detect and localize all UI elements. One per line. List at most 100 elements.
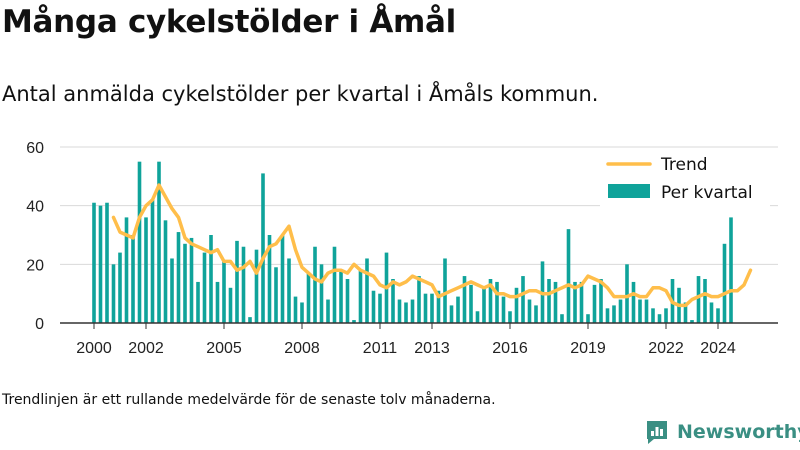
legend-label-bars: Per kvartal <box>661 183 753 203</box>
legend-swatch-bars <box>608 184 650 198</box>
bar <box>599 279 603 323</box>
bar <box>618 299 623 323</box>
bar <box>118 252 122 323</box>
x-tick-label: 2000 <box>76 340 112 357</box>
bar <box>696 276 701 323</box>
bar <box>664 308 668 323</box>
x-tick-label: 2008 <box>284 340 320 357</box>
bar <box>111 264 116 323</box>
y-axis: 0 20 40 60 <box>26 140 44 333</box>
bar <box>443 258 447 323</box>
chart: 0 20 40 60 2000 2002 2005 2008 2011 2013 2016 2019… <box>26 140 778 357</box>
bar <box>176 232 181 323</box>
bar <box>657 314 662 323</box>
bar <box>202 252 207 323</box>
bar <box>592 284 597 323</box>
bar <box>397 299 402 323</box>
bar <box>222 261 226 323</box>
bar <box>150 199 155 323</box>
bar <box>137 161 142 323</box>
bar <box>313 246 317 323</box>
x-tick-label: 2002 <box>128 340 164 357</box>
newsworthy-logo-icon <box>647 421 667 444</box>
bar <box>423 293 428 323</box>
bar <box>391 279 395 323</box>
bar <box>534 305 538 323</box>
bar <box>456 296 460 323</box>
newsworthy-logo[interactable]: Newsworthy <box>645 419 800 445</box>
bar <box>371 290 376 323</box>
bar <box>527 299 532 323</box>
bar <box>436 290 441 323</box>
x-axis: 2000 2002 2005 2008 2011 2013 2016 2019 2022 2024 <box>76 323 736 357</box>
legend: Trend Per kvartal <box>600 150 770 212</box>
bar <box>319 264 324 323</box>
bar <box>254 249 259 323</box>
bar <box>430 293 434 323</box>
bar <box>579 281 584 323</box>
bar <box>300 302 304 323</box>
bar <box>261 173 265 323</box>
bar <box>638 299 642 323</box>
bar <box>144 217 148 323</box>
bar <box>105 202 109 323</box>
x-tick-label: 2005 <box>206 340 242 357</box>
bar <box>306 273 311 323</box>
bar <box>183 243 187 323</box>
bar <box>280 235 285 323</box>
bar <box>345 279 350 323</box>
bar <box>521 276 525 323</box>
bar <box>293 296 298 323</box>
bar <box>449 305 454 323</box>
bar <box>709 302 714 323</box>
bar <box>287 258 291 323</box>
bar <box>241 246 246 323</box>
bar <box>365 258 369 323</box>
y-tick-label: 40 <box>26 199 44 216</box>
bar <box>274 267 278 323</box>
x-tick-label: 2022 <box>648 340 684 357</box>
bar <box>235 240 239 323</box>
bar <box>495 281 499 323</box>
bar <box>248 317 252 323</box>
bar <box>651 308 655 323</box>
bar <box>228 287 233 323</box>
bar <box>326 299 330 323</box>
bar <box>683 302 688 323</box>
bar <box>215 281 220 323</box>
x-tick-label: 2013 <box>414 340 450 357</box>
bar <box>469 284 473 323</box>
bar <box>131 235 135 323</box>
y-tick-label: 20 <box>26 257 44 274</box>
bar <box>332 246 337 323</box>
x-tick-label: 2011 <box>363 340 398 357</box>
bar <box>703 279 707 323</box>
chart-title: Många cykelstölder i Åmål <box>2 4 457 40</box>
bar <box>631 281 636 323</box>
chart-subtitle: Antal anmälda cykelstölder per kvartal i… <box>2 82 599 106</box>
bar <box>352 320 356 323</box>
bar <box>339 270 343 323</box>
bar <box>553 281 558 323</box>
trend-line <box>111 183 753 308</box>
bar <box>625 264 629 323</box>
bar <box>690 320 694 323</box>
bar <box>716 308 720 323</box>
bar <box>157 161 161 323</box>
bar <box>644 299 649 323</box>
bar <box>404 302 408 323</box>
bar <box>560 314 564 323</box>
bar <box>488 279 493 323</box>
bar <box>729 217 733 323</box>
bar <box>462 276 467 323</box>
bar <box>98 205 103 323</box>
bar <box>196 281 200 323</box>
bar <box>163 220 168 323</box>
bar <box>508 311 512 323</box>
x-tick-label: 2019 <box>570 340 606 357</box>
bar <box>722 243 727 323</box>
bar <box>514 287 519 323</box>
bar <box>573 281 577 323</box>
bar <box>566 229 571 323</box>
bar <box>475 311 480 323</box>
